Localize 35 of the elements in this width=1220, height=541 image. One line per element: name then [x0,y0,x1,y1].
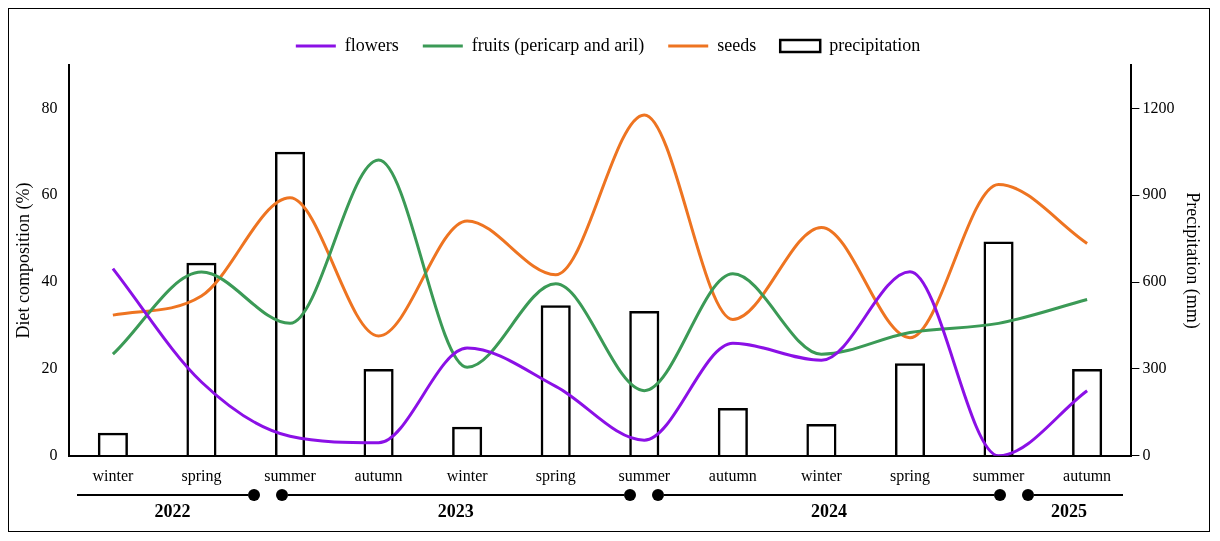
text: 2023 [437,501,474,522]
x-tick-label: autumn [708,466,757,484]
x-tick-label: winter [92,466,134,484]
x-tick-label: winter [800,466,843,484]
y2-tick-label: 0 [1142,446,1151,463]
line-series [111,113,1089,340]
x-tick-label: spring [181,466,222,485]
y-tick-label: 60 [41,185,58,203]
y-tick-label: 20 [41,359,58,377]
x-tick-label: winter [446,466,489,484]
text: 2025 [1050,501,1087,522]
y2-tick-label: 600 [1142,272,1167,290]
text: 2024 [811,501,848,522]
text: 2022 [154,501,191,522]
line-series [111,267,1089,456]
y-tick-label: 80 [41,98,58,116]
y-axis-title: Diet composition (%) [12,182,34,339]
x-tick-label: summer [618,466,671,484]
y2-tick-label: 300 [1142,359,1167,377]
x-tick-label: spring [889,466,930,485]
legend-label: fruits (pericarp and aril) [471,34,645,56]
legend-label: seeds [717,34,757,55]
y-tick-label: 40 [41,272,58,290]
x-tick-label: summer [264,466,317,484]
legend-label: precipitation [829,34,921,55]
y2-tick-label: 1200 [1142,98,1175,116]
x-tick-label: autumn [354,466,403,484]
x-tick-label: spring [535,466,576,485]
line-series [111,158,1089,393]
y-tick-label: 0 [49,446,58,463]
y2-axis-title: Precipitation (mm) [1182,192,1204,329]
legend-label: flowers [344,34,399,55]
x-tick-label: summer [972,466,1025,484]
y2-tick-label: 900 [1142,185,1167,203]
x-tick-label: autumn [1063,466,1112,484]
